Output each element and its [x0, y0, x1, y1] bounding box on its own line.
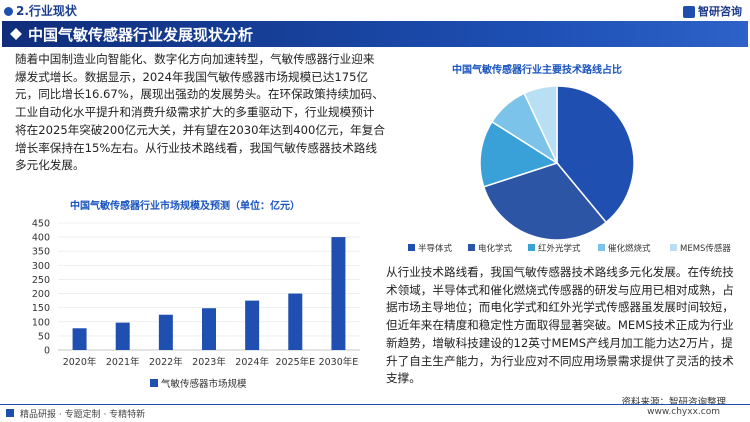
legend-label: 半导体式 [418, 243, 453, 254]
x-tick-label: 2020年 [63, 356, 97, 368]
brand-icon [683, 6, 695, 18]
y-tick-label: 0 [44, 346, 50, 357]
y-tick-label: 50 [38, 331, 50, 342]
pie-slice [556, 85, 635, 224]
bar [288, 293, 303, 350]
data-source: 资料来源：智研咨询整理 [621, 397, 726, 408]
pie-slice [523, 85, 558, 164]
legend-swatch [598, 244, 605, 251]
brand-logo: 智研咨询 [683, 3, 742, 19]
legend-label: 红外光学式 [538, 243, 581, 254]
bar [202, 308, 216, 350]
legend-swatch [528, 244, 535, 251]
bar [245, 300, 260, 350]
y-tick-label: 450 [32, 219, 50, 230]
legend-swatch [670, 244, 677, 251]
pie-slice [479, 120, 559, 188]
brand-name: 智研咨询 [698, 5, 742, 18]
footer-mark-icon [6, 409, 14, 417]
legend-label: MEMS传感器 [680, 243, 731, 254]
section-title: 2.行业现状 [4, 2, 77, 19]
legend-swatch [408, 244, 415, 251]
y-tick-label: 300 [32, 261, 50, 272]
page-title: 中国气敏传感器行业发展现状分析 [28, 26, 254, 44]
legend-swatch [150, 379, 158, 387]
y-tick-label: 250 [32, 275, 50, 286]
pie-slice [482, 162, 608, 241]
x-tick-label: 2022年 [149, 356, 183, 368]
y-tick-label: 350 [32, 247, 50, 258]
footer: 精品研报 · 专题定制 · 专精特新 www.chyxx.com [0, 404, 750, 422]
section-title-text: 2.行业现状 [16, 4, 77, 18]
footer-tagline: 精品研报 · 专题定制 · 专精特新 [20, 410, 146, 420]
diamond-icon [10, 28, 22, 40]
title-banner: 中国气敏传感器行业发展现状分析 [2, 21, 748, 47]
y-tick-label: 200 [32, 289, 50, 300]
x-tick-label: 2030年E [319, 356, 359, 368]
bar [115, 322, 130, 350]
section-dot-icon [4, 7, 13, 16]
tech-route-paragraph: 从行业技术路线看，我国气敏传感器技术路线多元化发展。在传统技术领域，半导体式和催… [386, 265, 734, 386]
pie-chart-title: 中国气敏传感器行业主要技术路线占比 [452, 65, 622, 76]
legend-swatch [468, 244, 475, 251]
legend-label: 催化燃烧式 [608, 243, 651, 254]
x-tick-label: 2024年 [235, 356, 269, 368]
footer-website: www.chyxx.com [647, 407, 720, 417]
x-tick-label: 2025年E [275, 356, 315, 368]
legend-label: 电化学式 [478, 243, 513, 254]
y-tick-label: 100 [32, 317, 50, 328]
bar [331, 237, 346, 350]
pie-chart: 半导体式 电化学式 红外光学式 催化燃烧式 MEMS传感器 [408, 85, 731, 254]
y-tick-label: 400 [32, 233, 50, 244]
legend-label: 气敏传感器市场规模 [161, 378, 247, 390]
y-tick-label: 150 [32, 303, 50, 314]
x-tick-label: 2021年 [106, 356, 140, 368]
bar [72, 328, 87, 350]
top-bar: 2.行业现状 智研咨询 [0, 0, 750, 20]
footer-divider [0, 404, 750, 405]
intro-paragraph: 随着中国制造业向智能化、数字化方向加速转型，气敏传感器行业迎来爆发式增长。数据显… [15, 52, 385, 173]
x-tick-label: 2023年 [192, 356, 226, 368]
bar-chart: 0 50 100 150 200 250 300 350 400 450 2020年 2021年 202… [32, 219, 360, 390]
bar [158, 314, 173, 350]
bar-chart-title: 中国气敏传感器行业市场规模及预测（单位：亿元） [70, 201, 300, 212]
